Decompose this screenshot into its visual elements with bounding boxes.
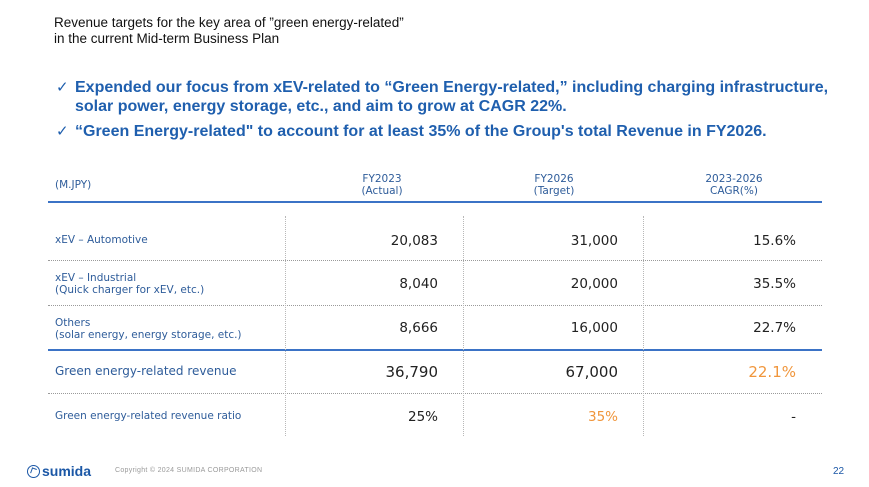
- cell-cagr-xev-industrial: 35.5%: [753, 276, 796, 292]
- check-icon: ✓: [56, 123, 69, 140]
- column-divider: [643, 216, 644, 436]
- row-divider: [48, 305, 822, 306]
- row-label-xev-automotive: xEV – Automotive: [55, 234, 148, 246]
- bullet-item-cagr: ✓ Expended our focus from xEV-related to…: [56, 79, 856, 116]
- cell-fy2023-ratio: 25%: [407, 409, 438, 425]
- cell-fy2026-xev-industrial: 20,000: [570, 276, 618, 292]
- cell-fy2023-others: 8,666: [399, 320, 438, 336]
- check-icon: ✓: [56, 79, 69, 96]
- bullet-text: “Green Energy-related" to account for at…: [75, 123, 767, 140]
- cell-cagr-others: 22.7%: [753, 320, 796, 336]
- cell-fy2026-ratio: 35%: [587, 409, 618, 425]
- sumida-logo-icon: [27, 464, 40, 478]
- cell-fy2023-xev-industrial: 8,040: [399, 276, 438, 292]
- cell-fy2026-xev-automotive: 31,000: [570, 233, 618, 249]
- page-number: 22: [833, 466, 845, 477]
- column-divider: [285, 216, 286, 436]
- cell-cagr-xev-automotive: 15.6%: [753, 233, 796, 249]
- cell-fy2023-xev-automotive: 20,083: [390, 233, 438, 249]
- row-label-total-revenue: Green energy-related revenue: [55, 364, 237, 378]
- sumida-logo: sumida: [27, 463, 91, 479]
- unit-label: (M.JPY): [55, 179, 92, 191]
- row-label-revenue-ratio: Green energy-related revenue ratio: [55, 410, 242, 422]
- column-header-fy2023: FY2023 (Actual): [361, 173, 403, 197]
- bullet-list: ✓ Expended our focus from xEV-related to…: [56, 79, 856, 149]
- bullet-text: Expended our focus from xEV-related to “…: [75, 79, 829, 115]
- copyright-notice: Copyright © 2024 SUMIDA CORPORATION: [115, 467, 263, 474]
- column-header-fy2026: FY2026 (Target): [533, 173, 575, 197]
- slide-title-line1: Revenue targets for the key area of ”gre…: [54, 15, 404, 30]
- cell-cagr-ratio: -: [791, 409, 796, 425]
- column-divider: [463, 216, 464, 436]
- cell-fy2026-total: 67,000: [565, 363, 619, 381]
- row-label-xev-industrial: xEV – Industrial (Quick charger for xEV,…: [55, 272, 205, 296]
- cell-fy2023-total: 36,790: [385, 363, 439, 381]
- header-rule: [48, 201, 822, 203]
- total-rule: [48, 349, 822, 351]
- cell-fy2026-others: 16,000: [570, 320, 618, 336]
- slide-title: Revenue targets for the key area of ”gre…: [54, 15, 404, 47]
- row-label-others: Others (solar energy, energy storage, et…: [55, 317, 242, 341]
- bullet-item-share: ✓ “Green Energy-related" to account for …: [56, 123, 856, 142]
- sumida-logo-text: sumida: [42, 463, 92, 479]
- row-divider: [48, 260, 822, 261]
- column-header-cagr: 2023-2026 CAGR(%): [705, 173, 763, 197]
- row-divider: [48, 393, 822, 394]
- slide-title-line2: in the current Mid-term Business Plan: [54, 31, 280, 46]
- cell-cagr-total: 22.1%: [748, 363, 796, 381]
